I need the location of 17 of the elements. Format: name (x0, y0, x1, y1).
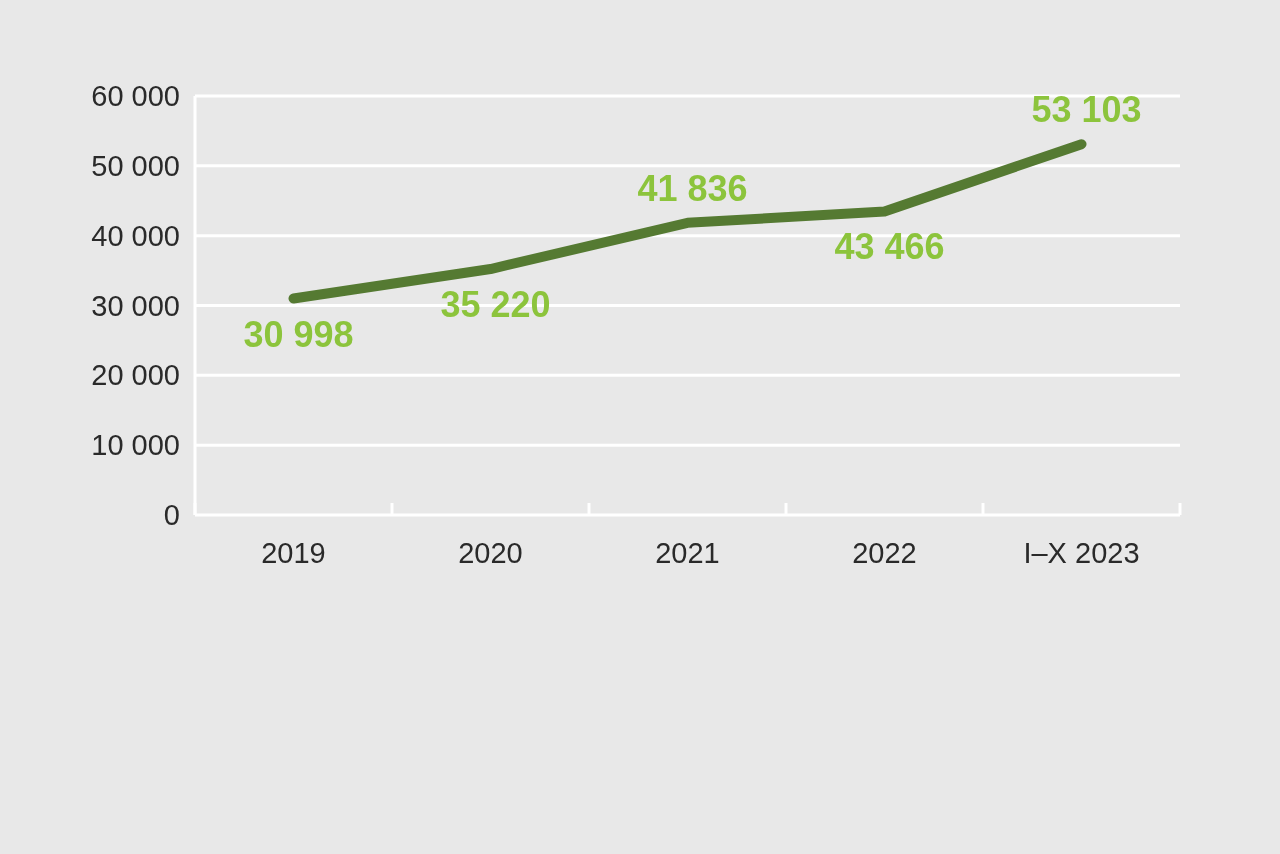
x-tick-label: I–X 2023 (1023, 537, 1140, 569)
x-tick-label: 2019 (261, 537, 326, 569)
data-label: 41 836 (637, 167, 748, 209)
data-label: 53 103 (1031, 89, 1142, 131)
x-tick-label: 2021 (655, 537, 720, 569)
y-tick-label: 60 000 (91, 80, 180, 113)
x-tick-label: 2022 (852, 537, 917, 569)
data-label: 30 998 (243, 313, 354, 355)
y-tick-label: 0 (163, 499, 180, 532)
y-tick-label: 30 000 (91, 289, 180, 322)
y-tick-label: 20 000 (91, 359, 180, 392)
data-label: 43 466 (834, 226, 945, 268)
y-tick-label: 10 000 (91, 429, 180, 462)
data-label: 35 220 (440, 284, 551, 326)
y-tick-label: 50 000 (91, 149, 180, 182)
x-tick-label: 2020 (458, 537, 523, 569)
y-tick-label: 40 000 (91, 219, 180, 252)
